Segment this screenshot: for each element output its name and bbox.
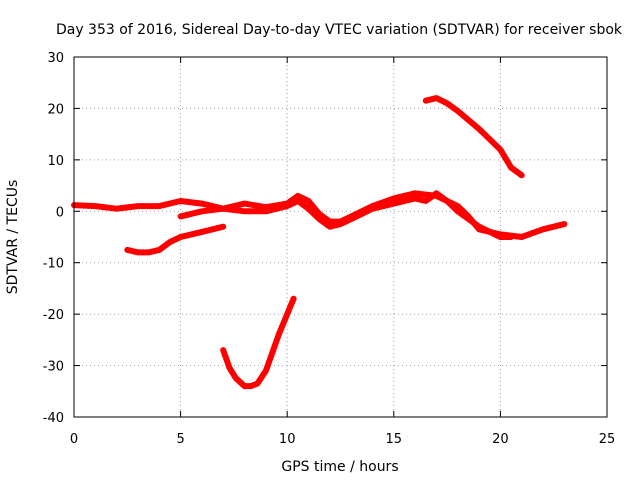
grid-lines [74,57,607,417]
series-arc-left-negative [124,223,227,256]
y-tick-label: -20 [43,308,64,323]
y-tick-label: 30 [47,51,64,66]
y-tick-label: 20 [47,102,64,117]
x-tick-label: 20 [492,432,509,447]
y-tick-labels: -40 -30 -20 -10 0 10 20 30 [43,51,64,426]
y-tick-label: -30 [43,360,64,375]
x-tick-label: 10 [279,432,296,447]
x-tick-label: 25 [599,432,616,447]
axis-ticks [73,56,608,418]
series-arc-main-lower [177,190,515,240]
plot-frame [73,56,608,418]
x-axis-label: GPS time / hours [281,459,398,475]
series-arc-upper-right [422,95,525,179]
x-tick-labels: 0 5 10 15 20 25 [70,432,615,447]
x-tick-label: 5 [176,432,184,447]
series-group [71,95,568,390]
y-tick-label: 10 [47,154,64,169]
x-tick-label: 0 [70,432,78,447]
y-tick-label: -40 [43,411,64,426]
y-tick-label: -10 [43,257,64,272]
series-arc-dip [220,295,297,390]
x-tick-label: 15 [386,432,403,447]
y-tick-label: 0 [56,205,64,220]
chart-title: Day 353 of 2016, Sidereal Day-to-day VTE… [56,22,623,38]
y-axis-label: SDTVAR / TECUs [5,180,21,295]
